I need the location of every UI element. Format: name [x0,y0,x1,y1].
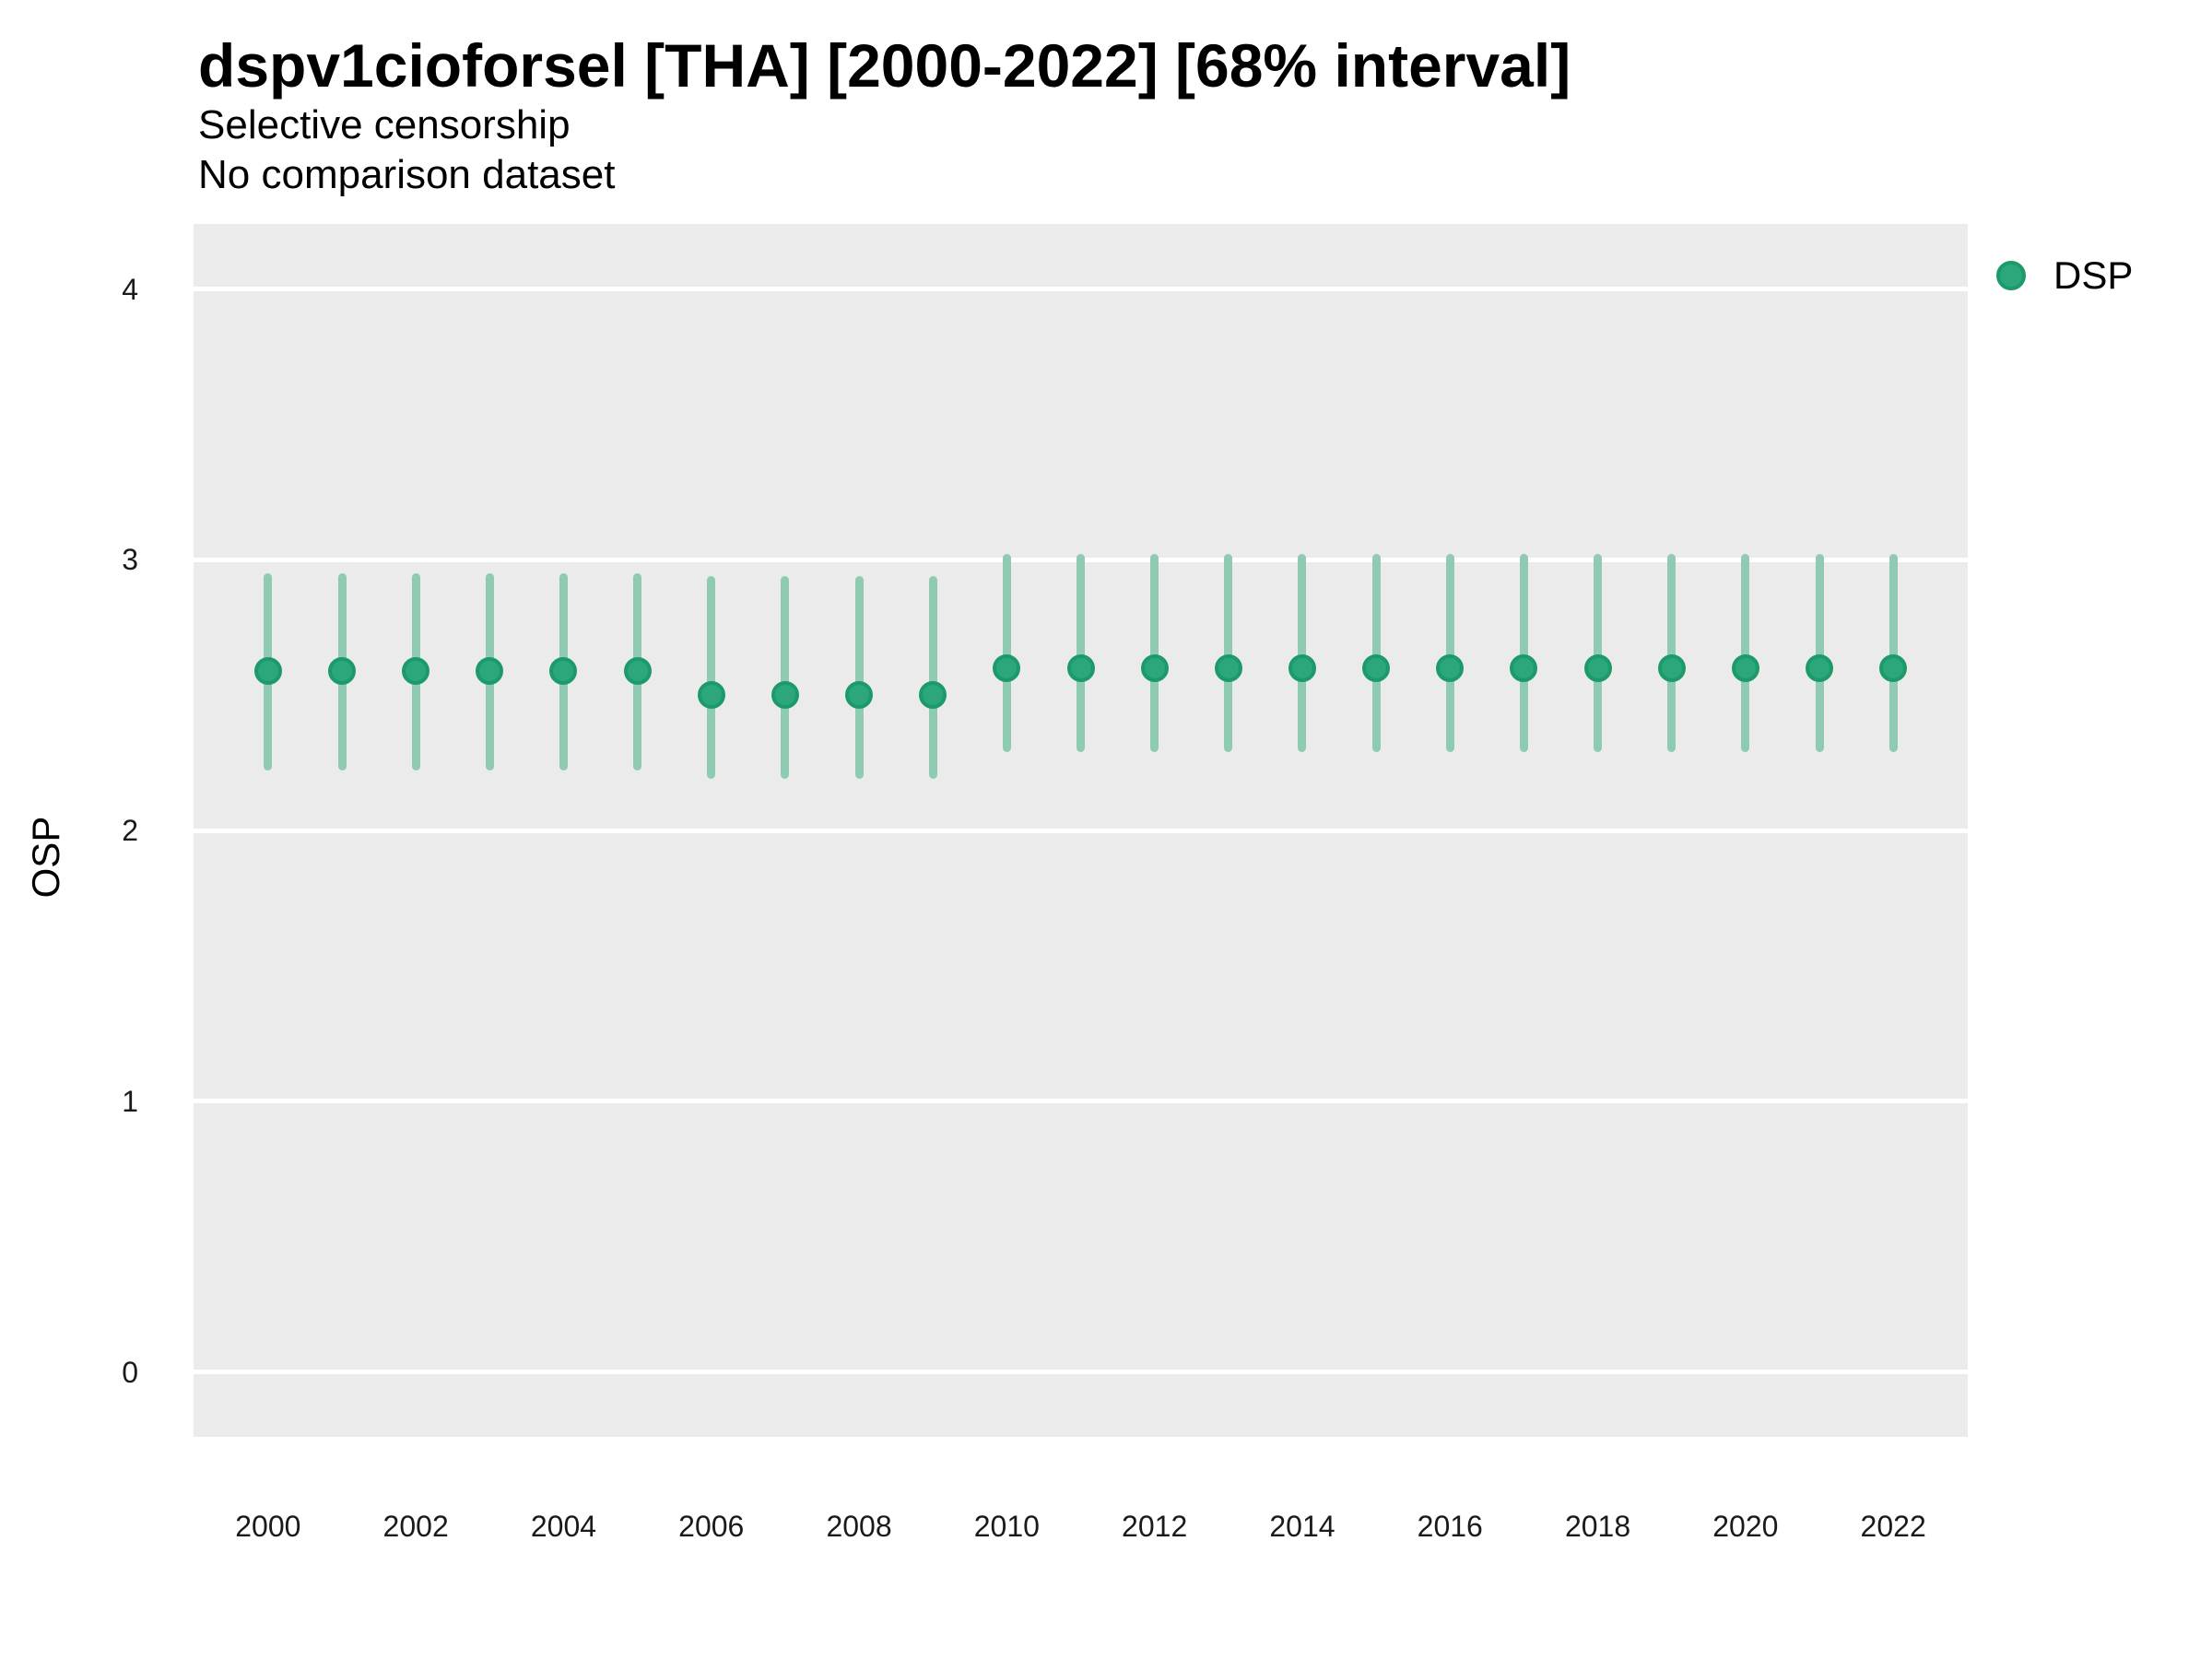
plot-panel [194,224,1968,1437]
point-marker-2004 [549,656,578,685]
y-tick-label: 0 [122,1355,138,1389]
point-marker-2020 [1731,653,1759,682]
chart-subtitle-line1: Selective censorship [198,102,571,147]
interval-bar-2010 [1002,554,1011,752]
interval-bar-2011 [1077,554,1085,752]
point-marker-2019 [1657,653,1686,682]
interval-bar-2015 [1371,554,1381,752]
point-marker-2016 [1436,653,1465,682]
x-tick-label: 2008 [826,1510,892,1543]
point-marker-2012 [1140,653,1169,682]
x-tick-label: 2000 [235,1510,301,1543]
x-tick-label: 2020 [1712,1510,1779,1543]
interval-bar-2017 [1519,554,1528,752]
x-tick-label: 2012 [1122,1510,1188,1543]
x-tick-label: 2004 [530,1510,597,1543]
y-tick-label: 2 [122,814,138,847]
x-tick-label: 2014 [1269,1510,1335,1543]
point-marker-2014 [1288,653,1316,682]
y-tick-label: 1 [122,1084,138,1118]
x-tick-label: 2006 [678,1510,745,1543]
interval-bar-2018 [1594,554,1603,752]
x-tick-label: 2018 [1564,1510,1631,1543]
interval-bar-2021 [1815,554,1824,752]
point-marker-2015 [1362,653,1391,682]
point-marker-2007 [771,681,799,710]
interval-bar-2009 [928,575,937,780]
y-axis-title: OSP [24,816,67,899]
interval-bar-2019 [1667,554,1677,752]
point-marker-2010 [993,653,1021,682]
interval-bar-2008 [854,575,864,780]
legend-label: DSP [2053,253,2134,297]
interval-bar-2006 [707,575,716,780]
point-marker-2003 [476,656,504,685]
gridline-y-2 [194,828,1968,833]
point-marker-2005 [623,656,652,685]
x-tick-label: 2022 [1860,1510,1926,1543]
point-marker-2006 [697,681,725,710]
x-tick-label: 2010 [973,1510,1040,1543]
chart-subtitle-line2: No comparison dataset [198,152,616,197]
chart-title: dspv1cioforsel [THA] [2000-2022] [68% in… [198,31,1571,100]
point-marker-2000 [253,656,282,685]
y-tick-label: 4 [122,272,138,306]
point-marker-2009 [919,681,947,710]
gridline-y-4 [194,287,1968,291]
point-marker-2002 [402,656,430,685]
point-marker-2001 [328,656,356,685]
interval-bar-2012 [1150,554,1159,752]
legend-point-icon [1996,261,2026,290]
point-marker-2018 [1583,653,1612,682]
x-tick-label: 2002 [382,1510,449,1543]
interval-bar-2014 [1298,554,1307,752]
point-marker-2021 [1806,653,1833,682]
point-marker-2013 [1214,653,1242,682]
x-tick-label: 2016 [1417,1510,1483,1543]
point-marker-2011 [1066,653,1095,682]
interval-bar-2016 [1445,554,1454,752]
point-marker-2017 [1510,653,1538,682]
interval-bar-2013 [1224,554,1233,752]
interval-bar-2020 [1741,554,1750,752]
y-tick-label: 3 [122,543,138,577]
gridline-y-0 [194,1370,1968,1374]
point-marker-2008 [845,681,874,710]
interval-bar-2022 [1888,554,1898,752]
interval-bar-2007 [781,575,790,780]
point-marker-2022 [1879,653,1908,682]
gridline-y-1 [194,1099,1968,1104]
